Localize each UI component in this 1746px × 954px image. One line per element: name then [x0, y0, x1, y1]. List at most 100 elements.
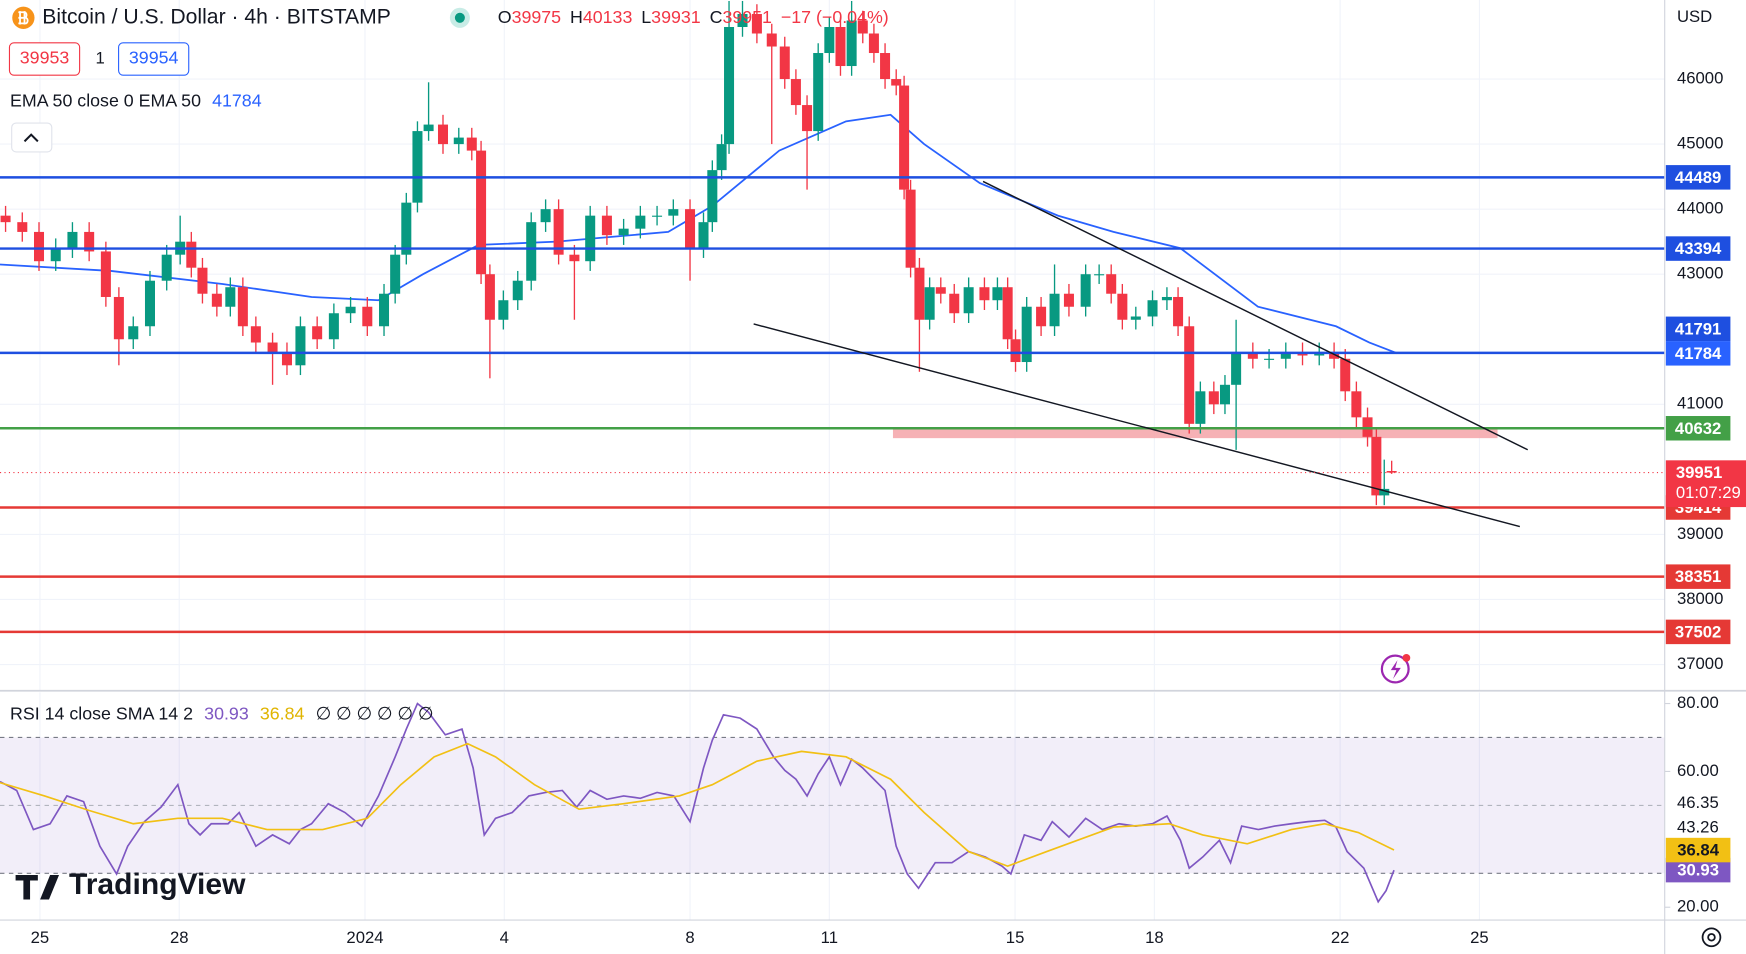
candle-body [0, 215, 11, 223]
candle-body [128, 326, 139, 340]
candle-body [1021, 306, 1032, 363]
y-tick-label: 41000 [1677, 394, 1723, 413]
candle-body [846, 20, 857, 67]
collapse-chevron [23, 133, 39, 143]
candle-body [707, 170, 718, 223]
y-tick-label: 46000 [1677, 68, 1723, 87]
currency-selector[interactable]: USD [1677, 7, 1712, 26]
candle-body [716, 144, 727, 171]
ohlc-change: −17 (−0.04%) [781, 7, 889, 27]
level-label: 43394 [1675, 239, 1722, 258]
level-label-box [1665, 236, 1731, 261]
candle-body [540, 209, 551, 223]
candle-body [67, 231, 78, 249]
spread: 1 [96, 48, 105, 67]
candle-body [1130, 316, 1141, 320]
y-tick-label: 37000 [1677, 654, 1723, 673]
candle-body [144, 280, 155, 327]
candle-body [328, 313, 339, 340]
data-layer [0, 0, 1398, 904]
candle-body [802, 105, 813, 132]
candle-body [362, 306, 373, 327]
candle-body [1184, 326, 1195, 424]
rsi-value-label: 30.93 [1677, 861, 1719, 880]
candle-body [1371, 436, 1382, 496]
candle-body [484, 274, 495, 320]
candle-body [813, 53, 824, 132]
ema-name: EMA 50 close 0 EMA 50 [10, 90, 201, 110]
candle-body [1106, 274, 1117, 294]
candle-body [685, 209, 696, 249]
y-tick-label: 45000 [1677, 134, 1723, 153]
candle-body [250, 326, 261, 343]
candle-body [1329, 352, 1340, 359]
collapse-button[interactable] [11, 122, 53, 153]
rsi-legend-value: 30.93 [204, 703, 249, 723]
candle-body [197, 267, 208, 294]
candle-body [379, 293, 390, 327]
candle-body [1117, 293, 1128, 320]
candle-body [1049, 293, 1060, 327]
rsi-placeholders: ∅ ∅ ∅ ∅ ∅ ∅ [316, 703, 434, 723]
level-label-box [1665, 564, 1731, 589]
level-label: 41791 [1675, 319, 1721, 338]
background-layer [0, 0, 1665, 920]
support-zone [892, 428, 1498, 439]
alert-icon[interactable] [1380, 654, 1410, 684]
candle-body [512, 280, 523, 301]
level-label-box [1665, 416, 1731, 441]
candle-body [1280, 352, 1291, 359]
candle-body [1379, 488, 1390, 496]
symbol-title[interactable]: Bitcoin / U.S. Dollar · 4h · BITSTAMP [42, 5, 391, 28]
level-label-box [1665, 165, 1731, 190]
buy-button[interactable] [118, 42, 190, 76]
y-tick-label: 39000 [1677, 524, 1723, 543]
candle-body [1080, 274, 1091, 307]
candle-body [390, 254, 401, 294]
candle-body [466, 137, 477, 151]
candle-body [1247, 352, 1258, 359]
x-tick-label: 22 [1331, 928, 1350, 947]
sell-button[interactable] [8, 42, 81, 76]
candle-body [963, 287, 974, 314]
x-tick-label: 25 [1470, 928, 1489, 947]
logo-mark [15, 874, 60, 900]
candle-body [1264, 358, 1275, 360]
ask-price[interactable]: 39954 [129, 48, 179, 68]
last-price-label: 39951 [1676, 463, 1722, 482]
candle-body [635, 215, 646, 229]
level-label: 38351 [1675, 567, 1721, 586]
settings-icon[interactable] [1701, 927, 1722, 948]
candle-body [585, 215, 596, 262]
rsi-tick-label: 80.00 [1677, 693, 1719, 712]
candle-body [1147, 300, 1158, 317]
candle-body [1173, 296, 1184, 327]
candle-body [1002, 287, 1013, 340]
candle-body [225, 287, 236, 307]
level-label-box [1665, 316, 1731, 342]
candle-body [868, 33, 879, 54]
countdown: 01:07:29 [1676, 483, 1741, 502]
candle-body [1219, 384, 1230, 405]
candle-body [1063, 293, 1074, 307]
level-label: 44489 [1675, 168, 1721, 187]
candle-body [1010, 339, 1021, 363]
rsi-tick-label: 20.00 [1677, 897, 1719, 916]
y-tick-label: 38000 [1677, 589, 1723, 608]
market-status-dot [454, 12, 465, 23]
bid-price[interactable]: 39953 [20, 48, 70, 68]
rsi-tick-label: 60.00 [1677, 761, 1719, 780]
candle-body [401, 202, 412, 255]
watermark: TradingView [69, 868, 246, 901]
level-label: 37502 [1675, 622, 1721, 641]
candle-body [100, 251, 111, 297]
candle-body [437, 124, 449, 145]
ohlc-key: H [570, 7, 583, 27]
alert-bolt [1390, 660, 1401, 680]
level-label: 40632 [1675, 419, 1721, 438]
candle-body [161, 254, 172, 281]
candle-body [186, 241, 197, 268]
